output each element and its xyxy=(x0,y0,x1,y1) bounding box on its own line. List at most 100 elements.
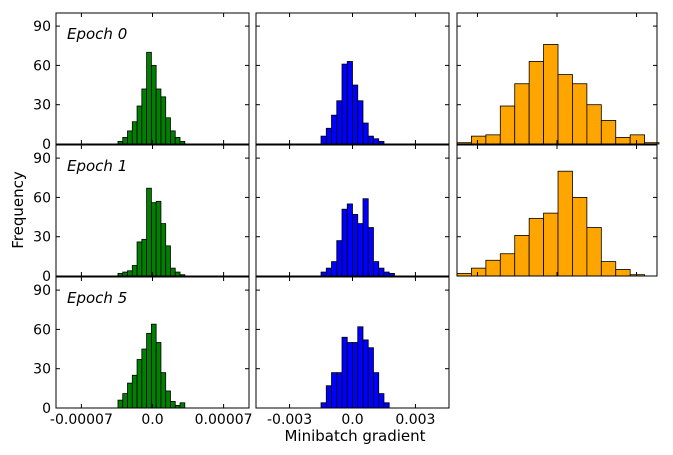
histogram-bar xyxy=(136,359,143,409)
histogram-bar xyxy=(331,114,338,145)
histogram-bar xyxy=(174,271,181,277)
histogram-bar xyxy=(357,223,364,277)
histogram-bar xyxy=(170,267,176,277)
histogram-bar xyxy=(586,227,602,277)
histogram-bar xyxy=(471,267,487,277)
histogram-bar xyxy=(122,271,128,277)
histogram-bar xyxy=(117,399,124,409)
histogram-bar xyxy=(357,100,364,145)
histogram-bar xyxy=(122,393,128,409)
histogram-bar xyxy=(170,401,176,409)
histogram-bar xyxy=(514,234,530,277)
epoch-label: Epoch 5 xyxy=(67,289,127,307)
histogram-bar xyxy=(160,223,167,277)
histogram-bar xyxy=(146,332,152,409)
histogram-bar xyxy=(352,84,359,145)
histogram-bar xyxy=(336,100,343,145)
histogram-bar xyxy=(320,135,327,145)
histogram-bar xyxy=(179,402,186,409)
y-tick-label: 0 xyxy=(42,401,51,417)
histogram-bar xyxy=(127,382,133,409)
panel-r0-c0 xyxy=(55,12,250,145)
histogram-bar xyxy=(367,227,374,277)
histogram-bar xyxy=(155,200,162,277)
histogram-bar xyxy=(136,105,143,145)
histogram-bar xyxy=(141,88,148,145)
y-tick-label: 90 xyxy=(33,19,51,35)
y-tick-label: 0 xyxy=(42,137,51,153)
x-tick-label: 0.00007 xyxy=(195,412,253,428)
histogram-bar xyxy=(320,402,327,409)
y-tick-label: 60 xyxy=(33,322,51,338)
x-axis-title: Minibatch gradient xyxy=(284,427,425,445)
histogram-bar xyxy=(336,240,343,277)
histogram-bar xyxy=(331,372,338,409)
histogram-bar xyxy=(341,208,348,277)
histogram-bar xyxy=(341,336,348,409)
histogram-bar xyxy=(325,267,332,277)
histogram-bar xyxy=(127,270,133,277)
histogram-bar xyxy=(615,269,631,277)
histogram-bar xyxy=(131,374,138,409)
histogram-bar xyxy=(174,137,181,145)
histogram-bar xyxy=(362,339,369,409)
histogram-bar xyxy=(543,44,559,145)
histogram-bar xyxy=(150,65,157,145)
histogram-bar xyxy=(131,265,138,277)
histogram-bar xyxy=(341,63,348,145)
y-axis-title: Frequency xyxy=(9,171,27,249)
panel-r2-c1 xyxy=(255,276,450,409)
histogram-bar xyxy=(471,135,487,145)
y-tick-label: 30 xyxy=(33,230,51,246)
histogram-bar xyxy=(383,271,390,277)
histogram-bar xyxy=(557,170,573,277)
histogram-bar xyxy=(629,134,646,145)
histogram-bar xyxy=(346,203,353,277)
histogram-bar xyxy=(378,393,385,409)
histogram-bar xyxy=(165,390,171,409)
histogram-bar xyxy=(499,253,516,277)
epoch-label: Epoch 0 xyxy=(67,25,127,43)
histogram-bar xyxy=(331,261,338,277)
histogram-bar xyxy=(362,122,369,145)
histogram-bar xyxy=(383,402,390,409)
histogram-bar xyxy=(325,127,332,145)
histogram-bar xyxy=(336,372,343,409)
histogram-bar xyxy=(362,198,369,277)
histogram-bar xyxy=(170,130,176,145)
panel-r0-c1 xyxy=(255,12,450,145)
y-tick-label: 60 xyxy=(33,190,51,206)
panel-r1-c2 xyxy=(456,144,658,277)
epoch-label: Epoch 1 xyxy=(67,157,127,175)
histogram-bar xyxy=(146,51,152,145)
y-tick-label: 90 xyxy=(33,151,51,167)
panel-r1-c1 xyxy=(255,144,450,277)
histogram-bar xyxy=(367,347,374,409)
histogram-bar xyxy=(325,385,332,409)
histogram-bar xyxy=(572,83,588,145)
histogram-bar xyxy=(131,121,138,145)
histogram-bar xyxy=(127,130,133,145)
x-tick-label: -0.003 xyxy=(267,412,312,428)
histogram-bar xyxy=(150,202,157,277)
panel-r1-c0 xyxy=(55,144,250,277)
histogram-bar xyxy=(346,61,353,145)
histogram-bar xyxy=(373,138,380,145)
histogram-bar xyxy=(600,261,617,277)
histogram-bar xyxy=(160,372,167,409)
histogram-bar xyxy=(528,217,544,277)
histogram-bar xyxy=(373,372,380,409)
histogram-bar xyxy=(543,212,559,277)
y-tick-label: 60 xyxy=(33,58,51,74)
histogram-bar xyxy=(352,342,359,409)
y-tick-label: 30 xyxy=(33,98,51,114)
panel-r2-c0 xyxy=(55,276,250,409)
histogram-bar xyxy=(499,105,516,145)
histogram-bar xyxy=(615,137,631,145)
histogram-bar xyxy=(572,196,588,277)
histogram-bar xyxy=(141,348,148,409)
x-tick-label: 0.0 xyxy=(341,412,363,428)
histogram-bar xyxy=(320,271,327,277)
histogram-bar xyxy=(141,238,148,277)
